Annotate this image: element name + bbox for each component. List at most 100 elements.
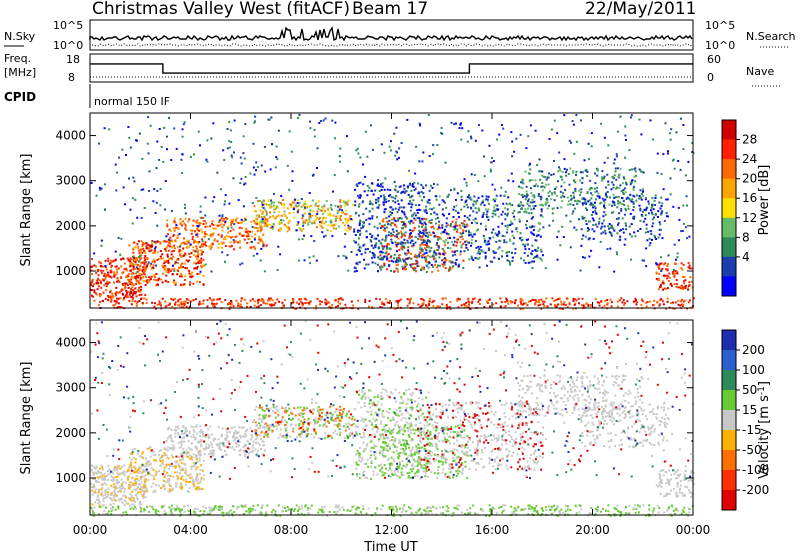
echo-cell xyxy=(622,231,625,234)
echo-cell xyxy=(632,206,635,208)
echo-cell xyxy=(658,304,661,307)
echo-cell xyxy=(400,220,403,223)
echo-cell xyxy=(185,229,188,232)
echo-cell xyxy=(524,302,527,305)
echo-cell xyxy=(622,228,625,230)
echo-cell xyxy=(425,205,428,208)
echo-cell xyxy=(543,300,546,303)
echo-cell xyxy=(195,437,197,440)
echo-cell xyxy=(168,257,171,260)
echo-cell xyxy=(227,235,230,238)
echo-cell xyxy=(524,261,527,264)
echo-cell xyxy=(257,302,259,305)
echo-cell xyxy=(409,199,411,202)
echo-cell xyxy=(537,193,540,196)
echo-cell xyxy=(142,269,145,271)
echo-cell xyxy=(166,480,169,483)
echo-cell xyxy=(350,226,352,229)
echo-cell xyxy=(253,300,256,303)
echo-cell xyxy=(532,205,535,208)
echo-cell xyxy=(675,285,678,288)
echo-cell xyxy=(594,297,597,300)
echo-cell xyxy=(573,303,576,306)
echo-cell xyxy=(139,470,141,473)
echo-cell xyxy=(92,295,95,298)
echo-cell xyxy=(538,301,540,304)
echo-cell xyxy=(164,208,166,211)
echo-cell xyxy=(408,234,411,237)
echo-cell xyxy=(517,211,520,214)
echo-cell xyxy=(179,468,182,471)
echo-cell xyxy=(93,264,96,267)
echo-cell xyxy=(180,432,183,435)
echo-cell xyxy=(465,223,468,226)
echo-cell xyxy=(641,300,644,303)
echo-cell xyxy=(642,190,645,193)
echo-cell xyxy=(193,230,196,233)
echo-cell xyxy=(248,448,251,450)
echo-cell xyxy=(192,425,195,428)
echo-cell xyxy=(135,258,138,261)
plot-title: Christmas Valley West (fitACF) xyxy=(92,0,350,19)
echo-cell xyxy=(602,215,605,218)
echo-cell xyxy=(616,253,618,256)
echo-cell xyxy=(449,189,452,192)
echo-cell xyxy=(357,307,360,310)
echo-cell xyxy=(155,470,158,473)
echo-cell xyxy=(519,298,522,301)
echo-cell xyxy=(414,266,416,269)
echo-cell xyxy=(421,250,424,253)
echo-cell xyxy=(198,457,201,460)
echo-cell xyxy=(492,209,495,212)
echo-cell xyxy=(140,472,143,475)
echo-cell xyxy=(240,177,243,180)
echo-cell xyxy=(260,247,263,250)
echo-cell xyxy=(442,253,445,256)
echo-cell xyxy=(421,186,424,188)
echo-cell xyxy=(161,253,164,256)
echo-cell xyxy=(493,200,496,203)
echo-cell xyxy=(99,188,102,191)
echo-cell xyxy=(633,168,636,171)
echo-cell xyxy=(125,268,128,270)
echo-cell xyxy=(135,291,138,294)
echo-cell xyxy=(441,263,444,266)
echo-cell xyxy=(348,228,351,231)
echo-cell xyxy=(595,198,598,201)
echo-cell xyxy=(411,184,414,187)
echo-cell xyxy=(488,144,491,147)
echo-cell xyxy=(399,298,402,301)
echo-cell xyxy=(418,229,421,232)
echo-cell xyxy=(196,265,199,268)
echo-cell xyxy=(553,119,556,122)
echo-cell xyxy=(682,275,685,278)
echo-cell xyxy=(98,501,101,504)
echo-cell xyxy=(449,300,452,303)
echo-cell xyxy=(372,254,375,257)
echo-cell xyxy=(425,234,428,237)
echo-cell xyxy=(139,500,142,503)
echo-cell xyxy=(102,265,105,268)
echo-cell xyxy=(251,202,254,204)
echo-cell xyxy=(524,208,527,211)
echo-cell xyxy=(188,305,191,308)
echo-cell xyxy=(148,276,151,279)
echo-cell xyxy=(238,232,241,235)
echo-cell xyxy=(579,179,581,182)
echo-cell xyxy=(683,286,686,289)
echo-cell xyxy=(531,179,534,182)
echo-cell xyxy=(140,293,143,296)
echo-cell xyxy=(165,454,168,457)
echo-cell xyxy=(154,473,157,476)
echo-cell xyxy=(442,265,445,268)
echo-cell xyxy=(657,278,660,281)
echo-cell xyxy=(471,298,474,301)
echo-cell xyxy=(355,253,358,256)
echo-cell xyxy=(183,304,186,307)
echo-cell xyxy=(487,218,490,221)
echo-cell xyxy=(382,201,385,204)
echo-cell xyxy=(470,135,472,138)
echo-cell xyxy=(135,475,138,477)
echo-cell xyxy=(159,187,162,190)
echo-cell xyxy=(436,144,439,146)
